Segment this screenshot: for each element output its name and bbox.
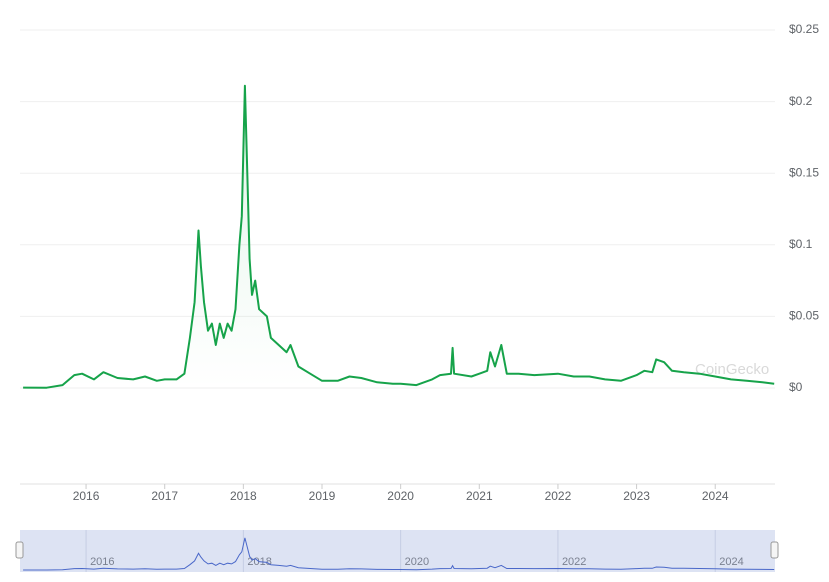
navigator-line (23, 537, 775, 571)
y-tick-label: $0.15 (789, 165, 819, 179)
y-tick-label: $0.1 (789, 237, 813, 251)
navigator-handle[interactable] (15, 541, 24, 559)
y-tick-label: $0.25 (789, 22, 819, 36)
y-tick-label: $0 (789, 380, 803, 394)
watermark: CoinGecko (695, 361, 769, 378)
x-tick-label: 2017 (151, 489, 178, 503)
navigator-tick-label: 2022 (562, 556, 586, 568)
price-line (23, 84, 775, 389)
x-tick-label: 2018 (230, 489, 257, 503)
y-tick-label: $0.2 (789, 94, 813, 108)
x-tick-label: 2020 (387, 489, 414, 503)
x-tick-label: 2024 (702, 489, 729, 503)
navigator-handle[interactable] (770, 541, 779, 559)
navigator-tick-label: 2020 (405, 556, 429, 568)
navigator-bg[interactable] (20, 530, 775, 572)
y-tick-label: $0.05 (789, 309, 819, 323)
x-tick-label: 2021 (466, 489, 493, 503)
navigator-tick-label: 2016 (90, 556, 114, 568)
line-area (23, 85, 775, 389)
x-tick-label: 2023 (623, 489, 650, 503)
x-tick-label: 2022 (545, 489, 572, 503)
navigator-tick-label: 2024 (719, 556, 743, 568)
x-tick-label: 2016 (73, 489, 100, 503)
x-tick-label: 2019 (309, 489, 336, 503)
